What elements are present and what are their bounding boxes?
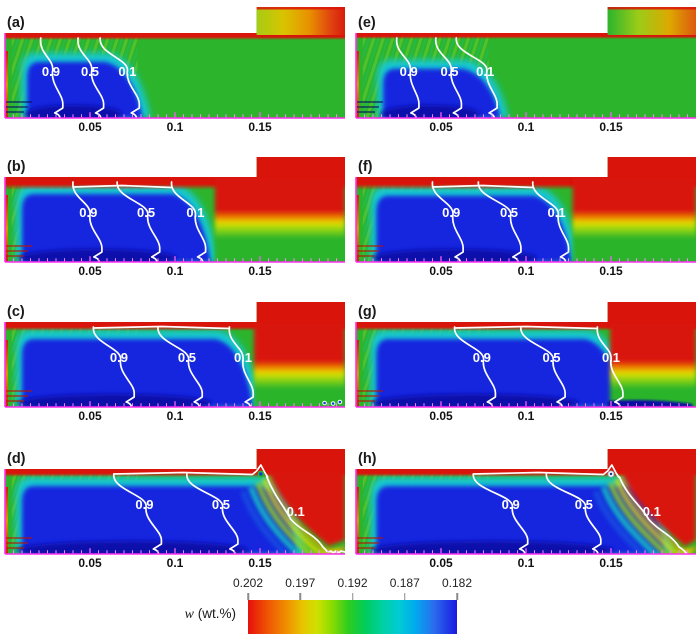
colorbar-title: w (wt.%) — [138, 606, 236, 623]
contour-label-0_5: 0.5 — [542, 350, 560, 365]
colorbar-tick-labels: 0.202 0.197 0.192 0.187 0.182 — [233, 576, 472, 590]
panel-h: 0.9 0.5 0.1 0.05 0.1 0.15 (h) — [355, 449, 696, 570]
x-tick-label: 0.05 — [429, 409, 453, 423]
panel-letter-f: (f) — [358, 159, 373, 175]
colorbar-tick-mark — [351, 593, 354, 600]
colorbar-tick-label: 0.182 — [441, 576, 473, 590]
contour-label-0_9: 0.9 — [135, 497, 153, 512]
colorbar-tick-mark — [456, 593, 458, 600]
panel-c-field — [5, 302, 345, 407]
contour-label-0_9: 0.9 — [42, 64, 60, 79]
panel-f-field — [356, 157, 696, 262]
panel-letter-e: (e) — [358, 15, 376, 31]
x-tick-label: 0.05 — [78, 120, 102, 134]
colorbar-tick-mark — [404, 593, 406, 600]
contour-label-0_9: 0.9 — [400, 64, 418, 79]
x-tick-label: 0.05 — [78, 409, 102, 423]
x-tick-label: 0.15 — [599, 264, 623, 278]
panel-letter-d: (d) — [7, 451, 26, 467]
panel-b: 0.9 0.5 0.1 0.05 0.1 0.15 (b) — [4, 157, 345, 278]
contour-label-0_5: 0.5 — [178, 350, 196, 365]
panel-b-field — [5, 157, 345, 262]
panel-f: 0.9 0.5 0.1 0.05 0.1 0.15 (f) — [355, 157, 696, 278]
contour-label-0_9: 0.9 — [502, 497, 520, 512]
contour-label-0_1: 0.1 — [476, 64, 494, 79]
x-tick-label: 0.05 — [429, 264, 453, 278]
panel-c: 0.9 0.5 0.1 0.05 0.1 0.15 (c) — [4, 302, 345, 423]
contour-label-0_9: 0.9 — [79, 205, 97, 220]
x-tick-label: 0.15 — [599, 556, 623, 570]
panel-letter-c: (c) — [7, 304, 25, 320]
x-tick-label: 0.05 — [78, 264, 102, 278]
contour-label-0_5: 0.5 — [575, 497, 593, 512]
colorbar-tick-mark — [247, 593, 249, 600]
colorbar-tick-label: 0.202 — [232, 576, 264, 590]
contour-label-0_1: 0.1 — [643, 504, 661, 519]
panel-d: 0.9 0.5 0.1 0.05 0.1 0.15 (d) — [4, 449, 345, 570]
contour-label-0_1: 0.1 — [186, 205, 204, 220]
x-tick-label: 0.05 — [78, 556, 102, 570]
colorbar-gradient-bar — [248, 600, 457, 634]
x-tick-label: 0.15 — [599, 120, 623, 134]
x-tick-label: 0.15 — [599, 409, 623, 423]
colorbar-unit: (wt.%) — [194, 606, 236, 621]
contour-label-0_9: 0.9 — [110, 350, 128, 365]
panel-h-field — [356, 449, 696, 554]
contour-label-0_5: 0.5 — [500, 205, 518, 220]
contour-label-0_5: 0.5 — [440, 64, 458, 79]
contour-label-0_1: 0.1 — [287, 504, 305, 519]
x-tick-label: 0.1 — [518, 120, 535, 134]
colorbar-tick-label: 0.197 — [285, 576, 316, 590]
colorbar-symbol: w — [184, 607, 194, 622]
panel-a: 0.9 0.5 0.1 0.05 0.1 0.15 (a) — [4, 7, 345, 134]
x-tick-label: 0.1 — [167, 409, 184, 423]
x-tick-label: 0.1 — [167, 120, 184, 134]
contour-label-0_9: 0.9 — [442, 205, 460, 220]
panel-letter-b: (b) — [7, 159, 26, 175]
x-tick-label: 0.1 — [518, 409, 535, 423]
contour-label-0_1: 0.1 — [602, 350, 620, 365]
x-tick-label: 0.1 — [518, 556, 535, 570]
colorbar-tick-label: 0.187 — [389, 576, 420, 590]
contour-label-0_1: 0.1 — [548, 205, 566, 220]
x-tick-label: 0.1 — [518, 264, 535, 278]
panel-letter-a: (a) — [7, 15, 25, 31]
contour-label-0_5: 0.5 — [81, 64, 99, 79]
x-tick-label: 0.1 — [167, 264, 184, 278]
x-tick-label: 0.15 — [248, 120, 272, 134]
x-tick-label: 0.15 — [248, 409, 272, 423]
panel-g: 0.9 0.5 0.1 0.05 0.1 0.15 (g) — [355, 302, 696, 423]
x-tick-label: 0.15 — [248, 264, 272, 278]
contour-label-0_1: 0.1 — [234, 350, 252, 365]
panel-letter-h: (h) — [358, 451, 377, 467]
panel-e: 0.9 0.5 0.1 0.05 0.1 0.15 (e) — [355, 7, 696, 134]
contour-label-0_9: 0.9 — [473, 350, 491, 365]
contour-label-0_5: 0.5 — [137, 205, 155, 220]
contour-label-0_5: 0.5 — [212, 497, 230, 512]
colorbar: w (wt.%) 0.202 0.197 0.192 0.187 0.182 — [0, 572, 700, 634]
contour-label-0_1: 0.1 — [118, 64, 136, 79]
x-tick-label: 0.1 — [167, 556, 184, 570]
panel-letter-g: (g) — [358, 304, 377, 320]
colorbar-tick-mark — [299, 593, 301, 600]
x-tick-label: 0.05 — [429, 120, 453, 134]
panel-g-field — [356, 302, 696, 407]
x-tick-label: 0.15 — [248, 556, 272, 570]
colorbar-ticks — [247, 593, 458, 600]
x-tick-label: 0.05 — [429, 556, 453, 570]
colorbar-tick-label: 0.192 — [337, 576, 368, 590]
